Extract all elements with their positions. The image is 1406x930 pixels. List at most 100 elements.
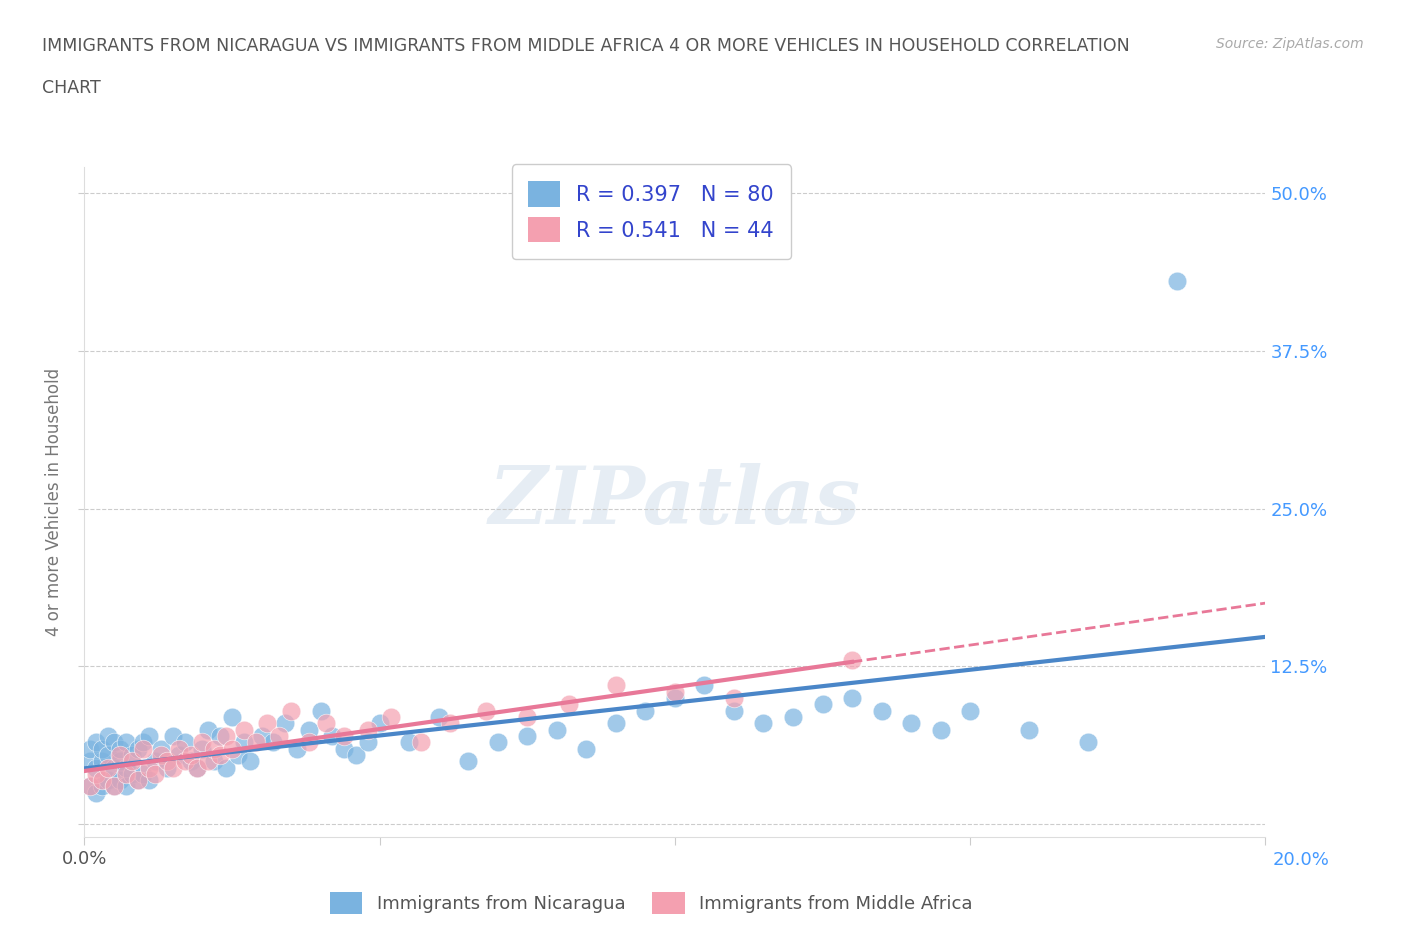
- Point: [103, 735, 125, 750]
- Point: [127, 773, 149, 788]
- Point: [103, 779, 125, 794]
- Point: [84, 785, 107, 800]
- Point: [167, 748, 190, 763]
- Point: [1077, 735, 1099, 750]
- Point: [108, 753, 131, 768]
- Point: [298, 723, 321, 737]
- Point: [782, 710, 804, 724]
- Point: [167, 741, 190, 756]
- Point: [108, 748, 131, 763]
- Point: [605, 716, 627, 731]
- Point: [132, 766, 155, 781]
- Point: [114, 760, 136, 775]
- Point: [209, 748, 232, 763]
- Point: [900, 716, 922, 731]
- Point: [150, 741, 173, 756]
- Text: ZIPatlas: ZIPatlas: [489, 463, 860, 541]
- Point: [439, 716, 461, 731]
- Point: [202, 753, 225, 768]
- Point: [132, 741, 155, 756]
- Point: [226, 748, 249, 763]
- Point: [191, 735, 214, 750]
- Point: [156, 753, 179, 768]
- Point: [138, 773, 160, 788]
- Point: [138, 760, 160, 775]
- Point: [162, 728, 184, 743]
- Point: [79, 753, 101, 768]
- Point: [959, 703, 981, 718]
- Point: [605, 678, 627, 693]
- Point: [575, 741, 598, 756]
- Point: [132, 735, 155, 750]
- Point: [357, 735, 380, 750]
- Point: [427, 710, 450, 724]
- Point: [79, 779, 101, 794]
- Point: [250, 728, 273, 743]
- Point: [143, 753, 166, 768]
- Point: [357, 723, 380, 737]
- Point: [103, 779, 125, 794]
- Point: [121, 766, 143, 781]
- Point: [486, 735, 509, 750]
- Point: [1166, 273, 1188, 288]
- Point: [929, 723, 952, 737]
- Point: [870, 703, 893, 718]
- Point: [811, 697, 834, 711]
- Point: [79, 779, 101, 794]
- Point: [221, 741, 243, 756]
- Point: [84, 766, 107, 781]
- Text: CHART: CHART: [42, 79, 101, 97]
- Point: [97, 748, 120, 763]
- Text: Source: ZipAtlas.com: Source: ZipAtlas.com: [1216, 37, 1364, 51]
- Point: [723, 703, 745, 718]
- Point: [285, 741, 308, 756]
- Legend: Immigrants from Nicaragua, Immigrants from Middle Africa: Immigrants from Nicaragua, Immigrants fr…: [322, 885, 980, 922]
- Point: [121, 753, 143, 768]
- Point: [191, 741, 214, 756]
- Point: [202, 741, 225, 756]
- Point: [475, 703, 498, 718]
- Point: [298, 735, 321, 750]
- Point: [245, 735, 267, 750]
- Point: [114, 735, 136, 750]
- Point: [197, 753, 219, 768]
- Point: [79, 741, 101, 756]
- Point: [186, 760, 208, 775]
- Point: [274, 716, 297, 731]
- Point: [138, 728, 160, 743]
- Point: [108, 741, 131, 756]
- Point: [380, 710, 402, 724]
- Point: [84, 735, 107, 750]
- Point: [197, 723, 219, 737]
- Point: [221, 710, 243, 724]
- Point: [1018, 723, 1040, 737]
- Point: [664, 691, 686, 706]
- Point: [127, 741, 149, 756]
- Point: [368, 716, 391, 731]
- Point: [162, 760, 184, 775]
- Point: [664, 684, 686, 699]
- Point: [752, 716, 775, 731]
- Point: [516, 710, 538, 724]
- Point: [723, 691, 745, 706]
- Point: [91, 779, 114, 794]
- Point: [232, 735, 254, 750]
- Point: [315, 716, 337, 731]
- Point: [127, 773, 149, 788]
- Point: [173, 753, 195, 768]
- Point: [97, 760, 120, 775]
- Point: [103, 760, 125, 775]
- Point: [280, 703, 302, 718]
- Point: [269, 728, 291, 743]
- Point: [409, 735, 432, 750]
- Point: [143, 766, 166, 781]
- Point: [634, 703, 657, 718]
- Point: [84, 760, 107, 775]
- Point: [180, 753, 202, 768]
- Text: IMMIGRANTS FROM NICARAGUA VS IMMIGRANTS FROM MIDDLE AFRICA 4 OR MORE VEHICLES IN: IMMIGRANTS FROM NICARAGUA VS IMMIGRANTS …: [42, 37, 1130, 55]
- Point: [693, 678, 716, 693]
- Point: [215, 760, 238, 775]
- Point: [457, 753, 479, 768]
- Point: [546, 723, 568, 737]
- Point: [215, 728, 238, 743]
